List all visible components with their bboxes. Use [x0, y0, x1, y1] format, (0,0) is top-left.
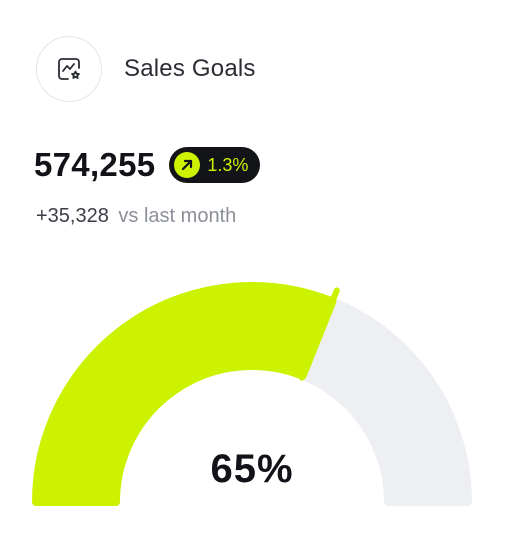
comparison-delta: +35,328 — [36, 205, 109, 227]
metric-row: 574,255 1.3% — [34, 146, 261, 184]
change-percent: 1.3% — [207, 154, 249, 175]
change-badge: 1.3% — [169, 147, 261, 183]
gauge-marker — [298, 287, 340, 381]
chart-badge-icon — [36, 36, 102, 102]
gauge-fill — [32, 281, 337, 506]
comparison-row: +35,328 vs last month — [36, 205, 236, 228]
gauge-percent-label: 65% — [210, 447, 294, 491]
metric-value: 574,255 — [34, 146, 156, 183]
arrow-up-right-icon — [174, 152, 201, 178]
comparison-label: vs last month — [118, 205, 237, 227]
card-header: Sales Goals — [36, 36, 256, 102]
gauge-track — [298, 297, 472, 506]
card-title: Sales Goals — [124, 55, 256, 82]
